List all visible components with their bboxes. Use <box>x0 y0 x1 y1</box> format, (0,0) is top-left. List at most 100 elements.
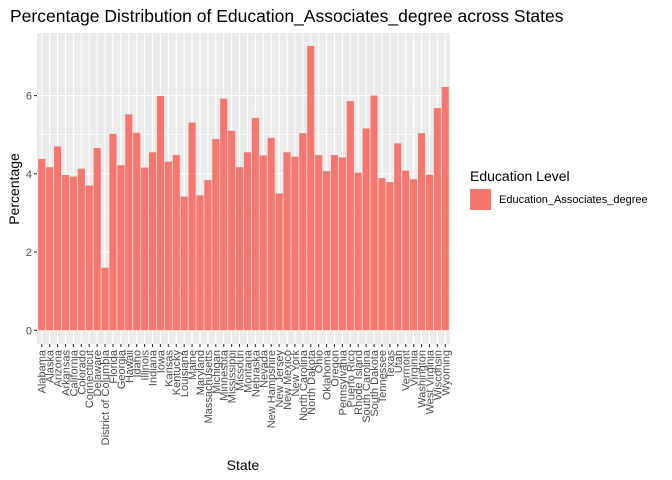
bar <box>133 132 141 331</box>
bar <box>402 170 410 331</box>
bar <box>323 171 331 331</box>
x-tick-label: Missouri <box>235 350 247 391</box>
legend-key-swatch <box>470 189 491 210</box>
x-tick-label: Maryland <box>195 350 207 395</box>
x-tick-label: Washington <box>417 350 429 408</box>
bar <box>117 165 125 331</box>
x-tick-label: New Jersey <box>274 350 286 408</box>
bar <box>156 95 164 331</box>
bar <box>46 167 54 331</box>
bar <box>148 152 157 331</box>
bar <box>141 167 149 331</box>
x-tick-label: District of Columbia <box>100 349 112 445</box>
bar <box>196 195 204 331</box>
bar <box>354 172 362 331</box>
y-tick-label: 4 <box>26 169 32 181</box>
x-tick-label: North Dakota <box>306 349 318 415</box>
x-tick-label: Maine <box>187 350 199 380</box>
x-tick-label: Wyoming <box>440 350 452 396</box>
bar <box>228 130 236 331</box>
x-tick-label: Massachusetts <box>203 350 215 424</box>
bar <box>69 176 77 331</box>
bar <box>299 133 307 331</box>
x-tick-label: Nebraska <box>250 349 262 397</box>
x-tick-label: Pennsylvania <box>337 349 349 415</box>
chart-title: Percentage Distribution of Education_Ass… <box>10 6 564 27</box>
x-tick-label: Alabama <box>37 349 49 393</box>
bar <box>394 143 402 331</box>
x-tick-label: Alaska <box>45 349 57 383</box>
bar <box>267 137 275 331</box>
bar <box>61 175 70 331</box>
x-tick-label: Louisiana <box>179 349 191 397</box>
bar <box>188 122 196 331</box>
legend-label: Education_Associates_degree <box>499 194 648 206</box>
y-tick-label: 6 <box>26 91 32 103</box>
x-tick-label: Virginia <box>409 349 421 386</box>
bar <box>441 86 449 331</box>
bar <box>220 98 228 331</box>
legend: Education Level Education_Associates_deg… <box>470 168 648 210</box>
x-tick-label: Puerto Rico <box>345 350 357 407</box>
x-tick-label: West Virginia <box>424 349 436 414</box>
x-tick-label: Vermont <box>401 350 413 391</box>
bars <box>38 45 449 331</box>
bar <box>54 146 62 331</box>
bar <box>204 180 212 331</box>
bar <box>93 148 101 331</box>
x-tick-label: New Mexico <box>282 350 294 410</box>
bar <box>85 185 93 331</box>
bar <box>101 267 109 331</box>
bar <box>307 45 315 331</box>
x-tick-label: Colorado <box>76 350 88 395</box>
x-tick-label: North Carolina <box>298 349 310 421</box>
x-tick-label: Rhode Island <box>353 350 365 415</box>
x-tick-label: South Carolina <box>361 349 373 423</box>
y-axis: 0 2 4 6 <box>26 91 37 337</box>
x-tick-label: South Dakota <box>369 349 381 417</box>
x-tick-label: Idaho <box>132 350 144 378</box>
x-tick-label: Iowa <box>155 349 167 373</box>
x-tick-label: Oregon <box>329 350 341 387</box>
bar <box>180 196 188 331</box>
bar <box>275 193 283 331</box>
x-tick-label: Arkansas <box>60 350 72 396</box>
x-tick-label: Mississippi <box>227 350 239 403</box>
bar <box>38 158 46 331</box>
x-tick-label: Minnesota <box>219 349 231 401</box>
y-tick-label: 2 <box>26 247 32 259</box>
x-tick-label: Utah <box>393 350 405 373</box>
x-tick-label: Oklahoma <box>322 349 334 400</box>
y-axis-title: Percentage <box>6 153 22 225</box>
bar <box>362 128 370 331</box>
bar <box>283 152 291 331</box>
bar <box>212 139 220 331</box>
x-tick-label: Nevada <box>258 349 270 388</box>
x-tick-label: Montana <box>242 349 254 393</box>
bar <box>315 155 323 331</box>
bar <box>330 155 339 331</box>
x-tick-label: Indiana <box>148 349 160 386</box>
bar <box>370 95 378 331</box>
bar <box>77 168 85 331</box>
bar <box>346 101 354 331</box>
legend-title: Education Level <box>470 168 570 184</box>
bar <box>251 117 259 331</box>
bar <box>338 157 346 331</box>
bar <box>172 155 180 331</box>
x-tick-label: Michigan <box>211 350 223 394</box>
bar <box>164 161 172 331</box>
bar <box>378 178 386 331</box>
bar <box>125 114 133 331</box>
x-tick-label: Kansas <box>163 350 175 387</box>
bar <box>425 174 433 331</box>
x-tick-label: Ohio <box>314 350 326 373</box>
bar <box>259 155 267 331</box>
bar <box>410 179 418 331</box>
x-tick-label: Delaware <box>92 350 104 396</box>
x-tick-label: New Hampshire <box>266 350 278 428</box>
x-tick-label: Georgia <box>116 349 128 389</box>
bar <box>386 182 394 331</box>
y-tick-label: 0 <box>26 325 32 337</box>
